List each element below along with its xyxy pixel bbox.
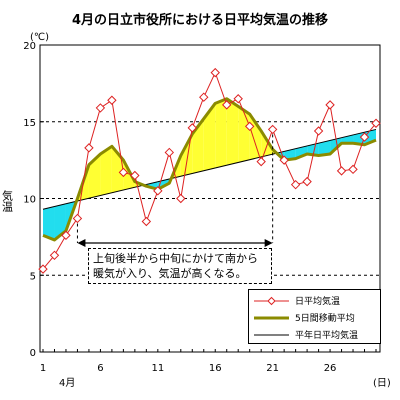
data-point-day-22 — [279, 155, 289, 165]
annotation-layer — [76, 134, 274, 247]
data-point-day-3 — [61, 230, 71, 241]
fill-segment — [43, 206, 55, 240]
legend-label-moving-avg: 5日間移動平均 — [295, 314, 355, 324]
data-point-day-9 — [130, 170, 140, 181]
fill-segment — [215, 98, 227, 168]
x-tick-label-16: 16 — [209, 363, 222, 374]
legend: 日平均気温 5日間移動平均 平年日平均気温 — [248, 289, 381, 344]
x-tick-label-21: 21 — [266, 363, 279, 374]
data-point-day-2 — [49, 250, 60, 261]
legend-item-daily: 日平均気温 — [249, 293, 380, 309]
data-point-day-12 — [164, 147, 175, 158]
data-point-day-27 — [336, 166, 347, 176]
fill-segment — [295, 145, 308, 159]
data-point-day-7 — [107, 95, 117, 105]
x-tick-label-11: 11 — [151, 363, 164, 374]
series-line-moving-avg — [42, 97, 377, 242]
data-point-day-6 — [95, 103, 106, 113]
data-point-day-14 — [187, 123, 197, 133]
annotation-line-1: 上旬後半から中旬にかけて南から — [93, 252, 258, 265]
x-tick-label-6: 6 — [97, 363, 103, 374]
y-tick-label-0: 0 — [30, 348, 36, 359]
legend-swatch-moving-avg — [254, 316, 289, 320]
data-point-day-25 — [313, 126, 324, 136]
data-point-day-17 — [222, 100, 232, 110]
fill-segment — [238, 106, 250, 163]
series-line-daily — [42, 71, 377, 270]
fill-segment — [284, 148, 296, 161]
lines-layer — [42, 71, 377, 270]
data-point-day-8 — [118, 167, 129, 178]
markers-layer — [38, 67, 381, 274]
x-tick-label-1: 1 — [40, 363, 46, 374]
series-line-normal — [42, 128, 377, 210]
x-axis-month-label: 4月 — [59, 377, 75, 389]
data-point-day-20 — [256, 156, 266, 167]
data-point-day-28 — [348, 164, 358, 175]
legend-label-daily: 日平均気温 — [295, 297, 341, 307]
annotation-arrow-head-left — [77, 239, 86, 247]
data-point-day-16 — [210, 67, 220, 78]
fill-segment — [203, 103, 216, 171]
data-point-day-15 — [199, 92, 209, 102]
annotation-box: 上旬後半から中旬にかけて南から 暖気が入り、気温が高くなる。 — [88, 248, 272, 284]
fill-segment — [88, 153, 101, 199]
fill-segment — [100, 146, 112, 196]
fill-segment — [226, 98, 239, 166]
y-unit-label: (℃) — [30, 32, 49, 43]
data-point-day-26 — [325, 100, 335, 110]
data-point-day-4 — [72, 213, 83, 224]
data-point-day-13 — [176, 193, 186, 204]
data-point-day-5 — [84, 143, 94, 153]
data-point-day-18 — [233, 94, 243, 104]
x-tick-label-26: 26 — [324, 363, 337, 374]
legend-swatch-normal — [254, 334, 289, 336]
legend-swatch-daily — [254, 296, 289, 306]
annotation-arrow-head-right — [264, 239, 273, 247]
legend-item-moving-avg: 5日間移動平均 — [249, 310, 380, 326]
data-point-day-1 — [38, 264, 48, 274]
legend-item-normal: 平年日平均気温 — [249, 327, 380, 343]
legend-label-normal: 平年日平均気温 — [295, 331, 359, 341]
y-tick-label-15: 15 — [23, 118, 36, 129]
y-tick-label-5: 5 — [30, 271, 36, 282]
y-axis-label: 気温 — [1, 189, 14, 212]
data-point-day-19 — [244, 121, 255, 132]
fill-segment — [307, 143, 319, 156]
data-point-day-24 — [302, 176, 312, 187]
data-point-day-11 — [153, 186, 163, 196]
data-point-day-29 — [359, 132, 370, 142]
fill-segment — [54, 203, 66, 240]
data-point-day-21 — [267, 124, 278, 135]
annotation-line-2: 暖気が入り、気温が高くなる。 — [93, 267, 247, 280]
fill-segment — [318, 140, 331, 156]
data-point-day-23 — [290, 179, 301, 190]
data-point-day-30 — [371, 118, 381, 128]
y-tick-label-20: 20 — [23, 41, 36, 52]
data-point-day-10 — [141, 216, 152, 227]
x-axis-unit-label: (日) — [373, 378, 391, 389]
chart-title: 4月の日立市役所における日平均気温の推移 — [72, 12, 328, 28]
y-tick-label-10: 10 — [23, 195, 36, 206]
